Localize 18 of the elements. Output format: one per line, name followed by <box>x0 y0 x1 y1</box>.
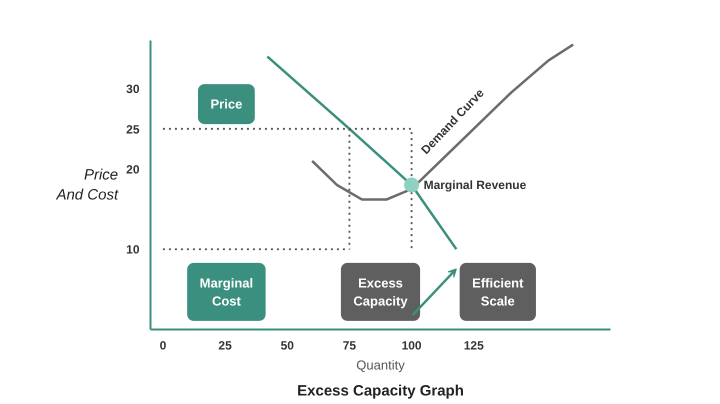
x-tick-label: 100 <box>402 338 422 352</box>
annotation: Efficient Scale <box>472 275 524 308</box>
x-tick-label: 125 <box>464 338 484 352</box>
x-tick-label: 75 <box>342 338 356 352</box>
annotation: Marginal Cost <box>200 275 254 308</box>
x-axis-title: Quantity <box>356 358 406 372</box>
y-tick-label: 30 <box>126 82 140 96</box>
y-tick-label: 20 <box>126 162 140 176</box>
x-tick-label: 25 <box>218 338 232 352</box>
annotation: Excess Capacity <box>353 275 408 308</box>
x-tick-label: 50 <box>280 338 294 352</box>
y-axis-title: Price And Cost <box>55 166 119 204</box>
text: Excess Capacity Graph <box>297 382 464 400</box>
y-tick-label: 10 <box>126 242 140 257</box>
y-tick-label: 25 <box>126 122 140 136</box>
x-tick-label: 0 <box>160 338 167 352</box>
series-label: Marginal Revenue <box>424 178 527 192</box>
annotation: Price <box>210 96 242 112</box>
